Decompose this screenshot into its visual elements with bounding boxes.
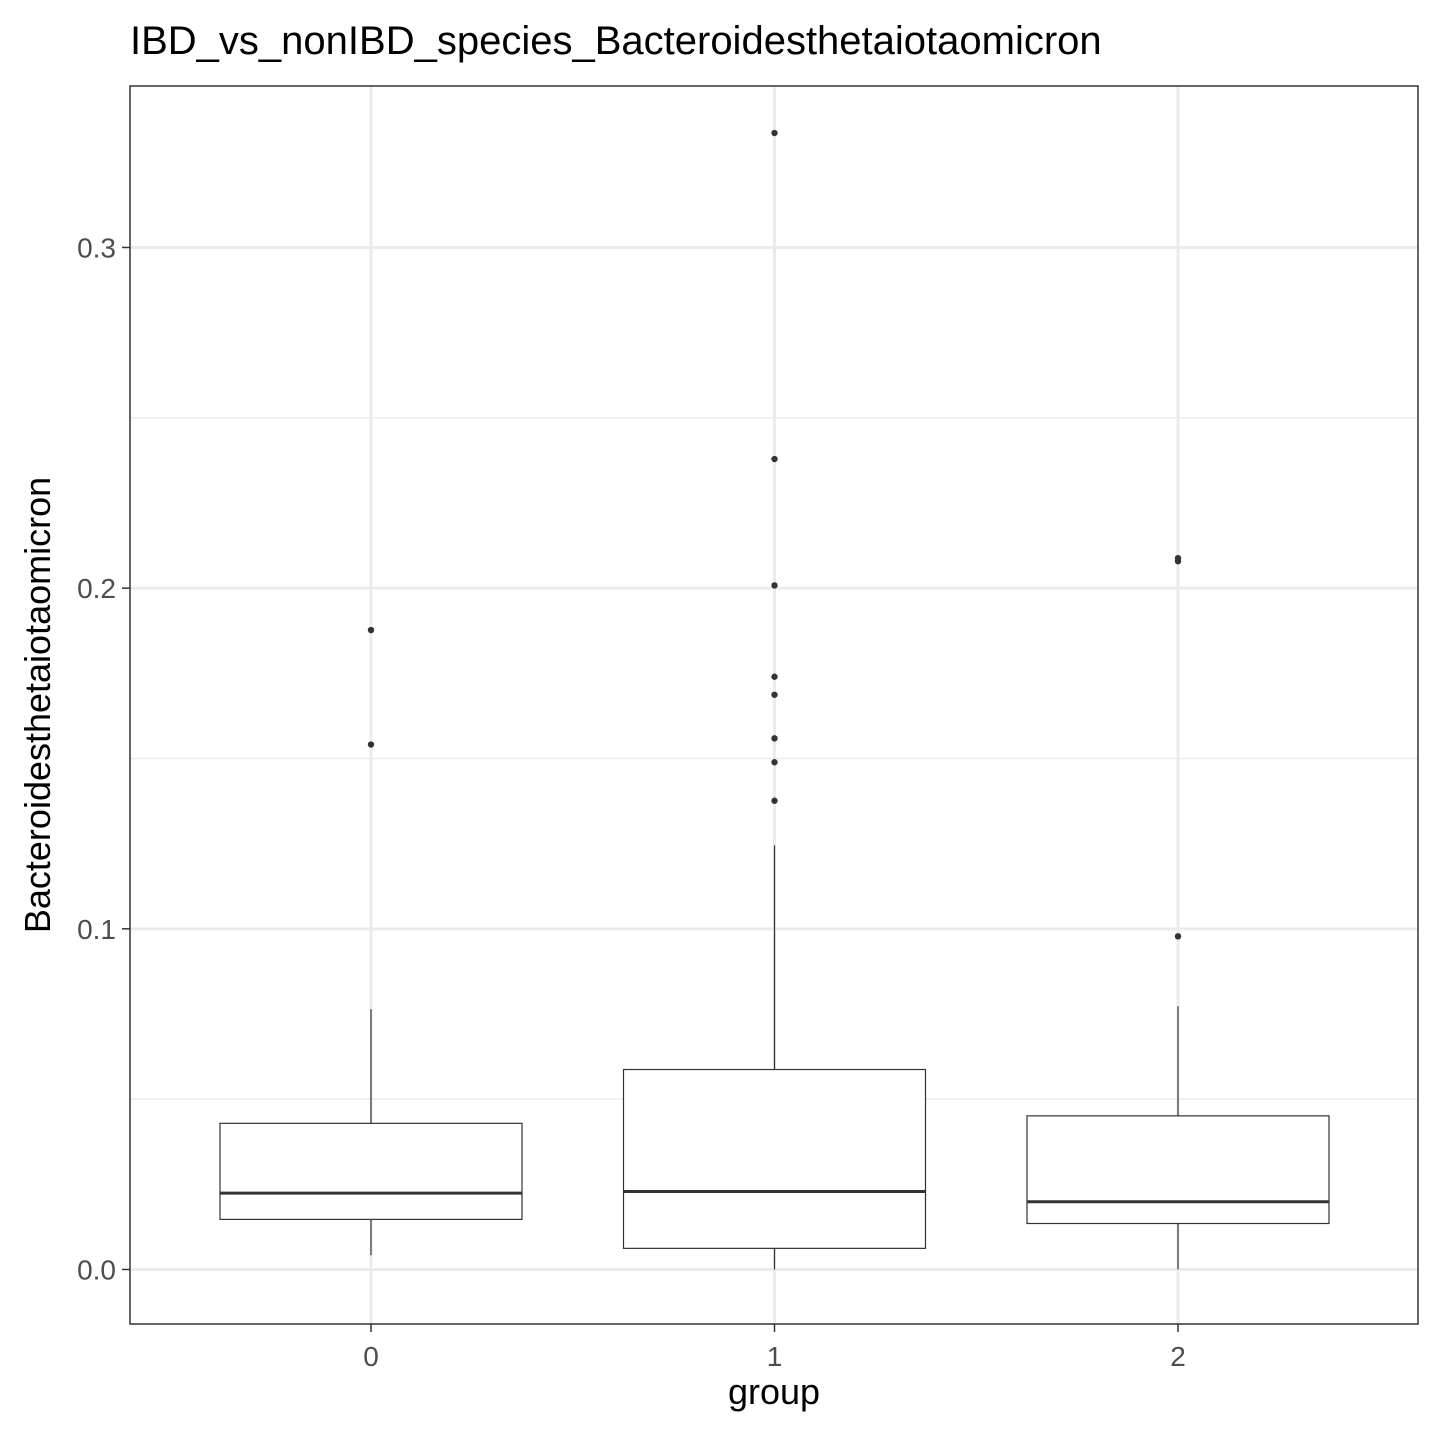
y-axis-title: Bacteroidesthetaiotaomicron: [17, 477, 58, 933]
y-tick-label: 0.2: [77, 573, 116, 604]
y-tick-label: 0.3: [77, 232, 116, 263]
x-axis-title: group: [728, 1371, 820, 1412]
outlier-point: [771, 735, 778, 742]
y-tick-label: 0.0: [77, 1254, 116, 1285]
y-axis: 0.0 0.1 0.2 0.3: [77, 232, 130, 1285]
outlier-point: [1174, 933, 1182, 940]
box-iqr: [219, 1122, 523, 1221]
y-tick-label: 0.1: [77, 914, 116, 945]
outlier-point: [771, 691, 778, 698]
chart-title: IBD_vs_nonIBD_species_Bacteroidesthetaio…: [130, 19, 1102, 63]
outlier-point: [771, 129, 778, 137]
outlier-point: [771, 673, 778, 680]
boxes-layer: [219, 129, 1330, 1270]
outlier-point: [367, 626, 375, 634]
box-group-1: [622, 129, 927, 1270]
outlier-point: [771, 797, 778, 804]
box-group-0: [219, 626, 523, 1256]
box-iqr: [1026, 1115, 1330, 1225]
outlier-point: [1174, 558, 1182, 565]
x-tick-label: 2: [1170, 1341, 1186, 1372]
outlier-point: [367, 741, 375, 748]
outlier-point: [771, 455, 778, 463]
outlier-point: [771, 759, 778, 766]
x-tick-label: 1: [767, 1341, 783, 1372]
outlier-point: [771, 582, 778, 589]
box-iqr: [622, 1068, 927, 1249]
x-axis: 0 1 2: [363, 1324, 1186, 1372]
box-group-2: [1026, 554, 1330, 1270]
x-tick-label: 0: [363, 1341, 379, 1372]
